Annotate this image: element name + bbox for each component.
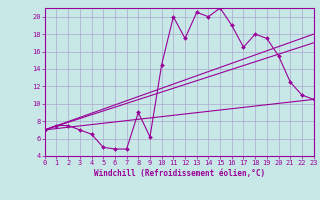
X-axis label: Windchill (Refroidissement éolien,°C): Windchill (Refroidissement éolien,°C) bbox=[94, 169, 265, 178]
